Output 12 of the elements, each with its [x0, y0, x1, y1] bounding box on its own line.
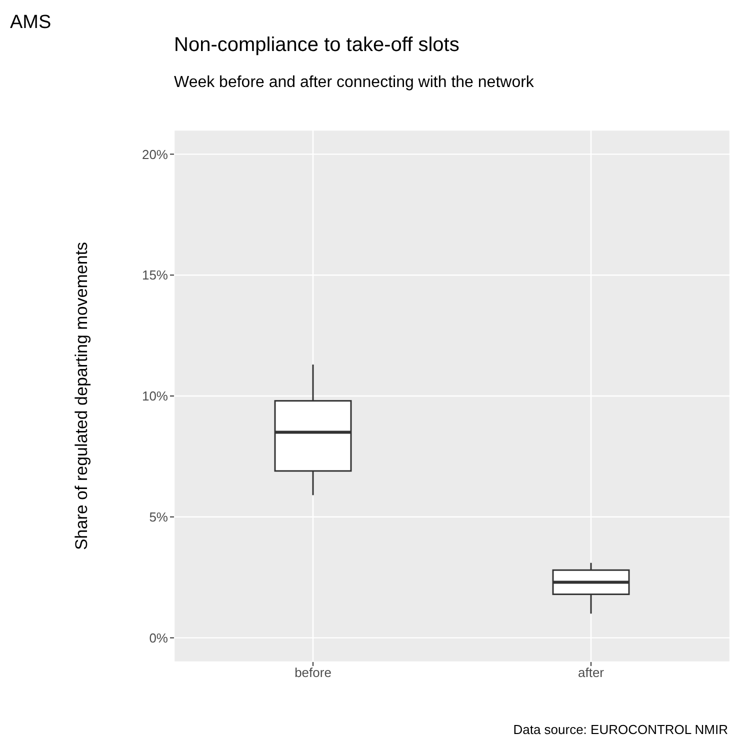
y-tick-label: 0% [149, 630, 168, 646]
x-tick-label: before [294, 665, 332, 680]
x-tick-label: after [578, 665, 605, 680]
y-tick-label: 10% [142, 388, 168, 404]
chart-title: Non-compliance to take-off slots [174, 34, 460, 57]
y-tick-label: 15% [142, 268, 168, 283]
text: AMS [10, 12, 52, 34]
y-axis-title: Share of regulated departing movements [72, 242, 92, 550]
chart-subtitle: Week before and after connecting with the network [174, 74, 534, 92]
y-tick-label: 5% [149, 510, 168, 525]
y-tick-label: 20% [142, 146, 168, 162]
source-note: Data source: EUROCONTROL NMIR [513, 722, 728, 737]
